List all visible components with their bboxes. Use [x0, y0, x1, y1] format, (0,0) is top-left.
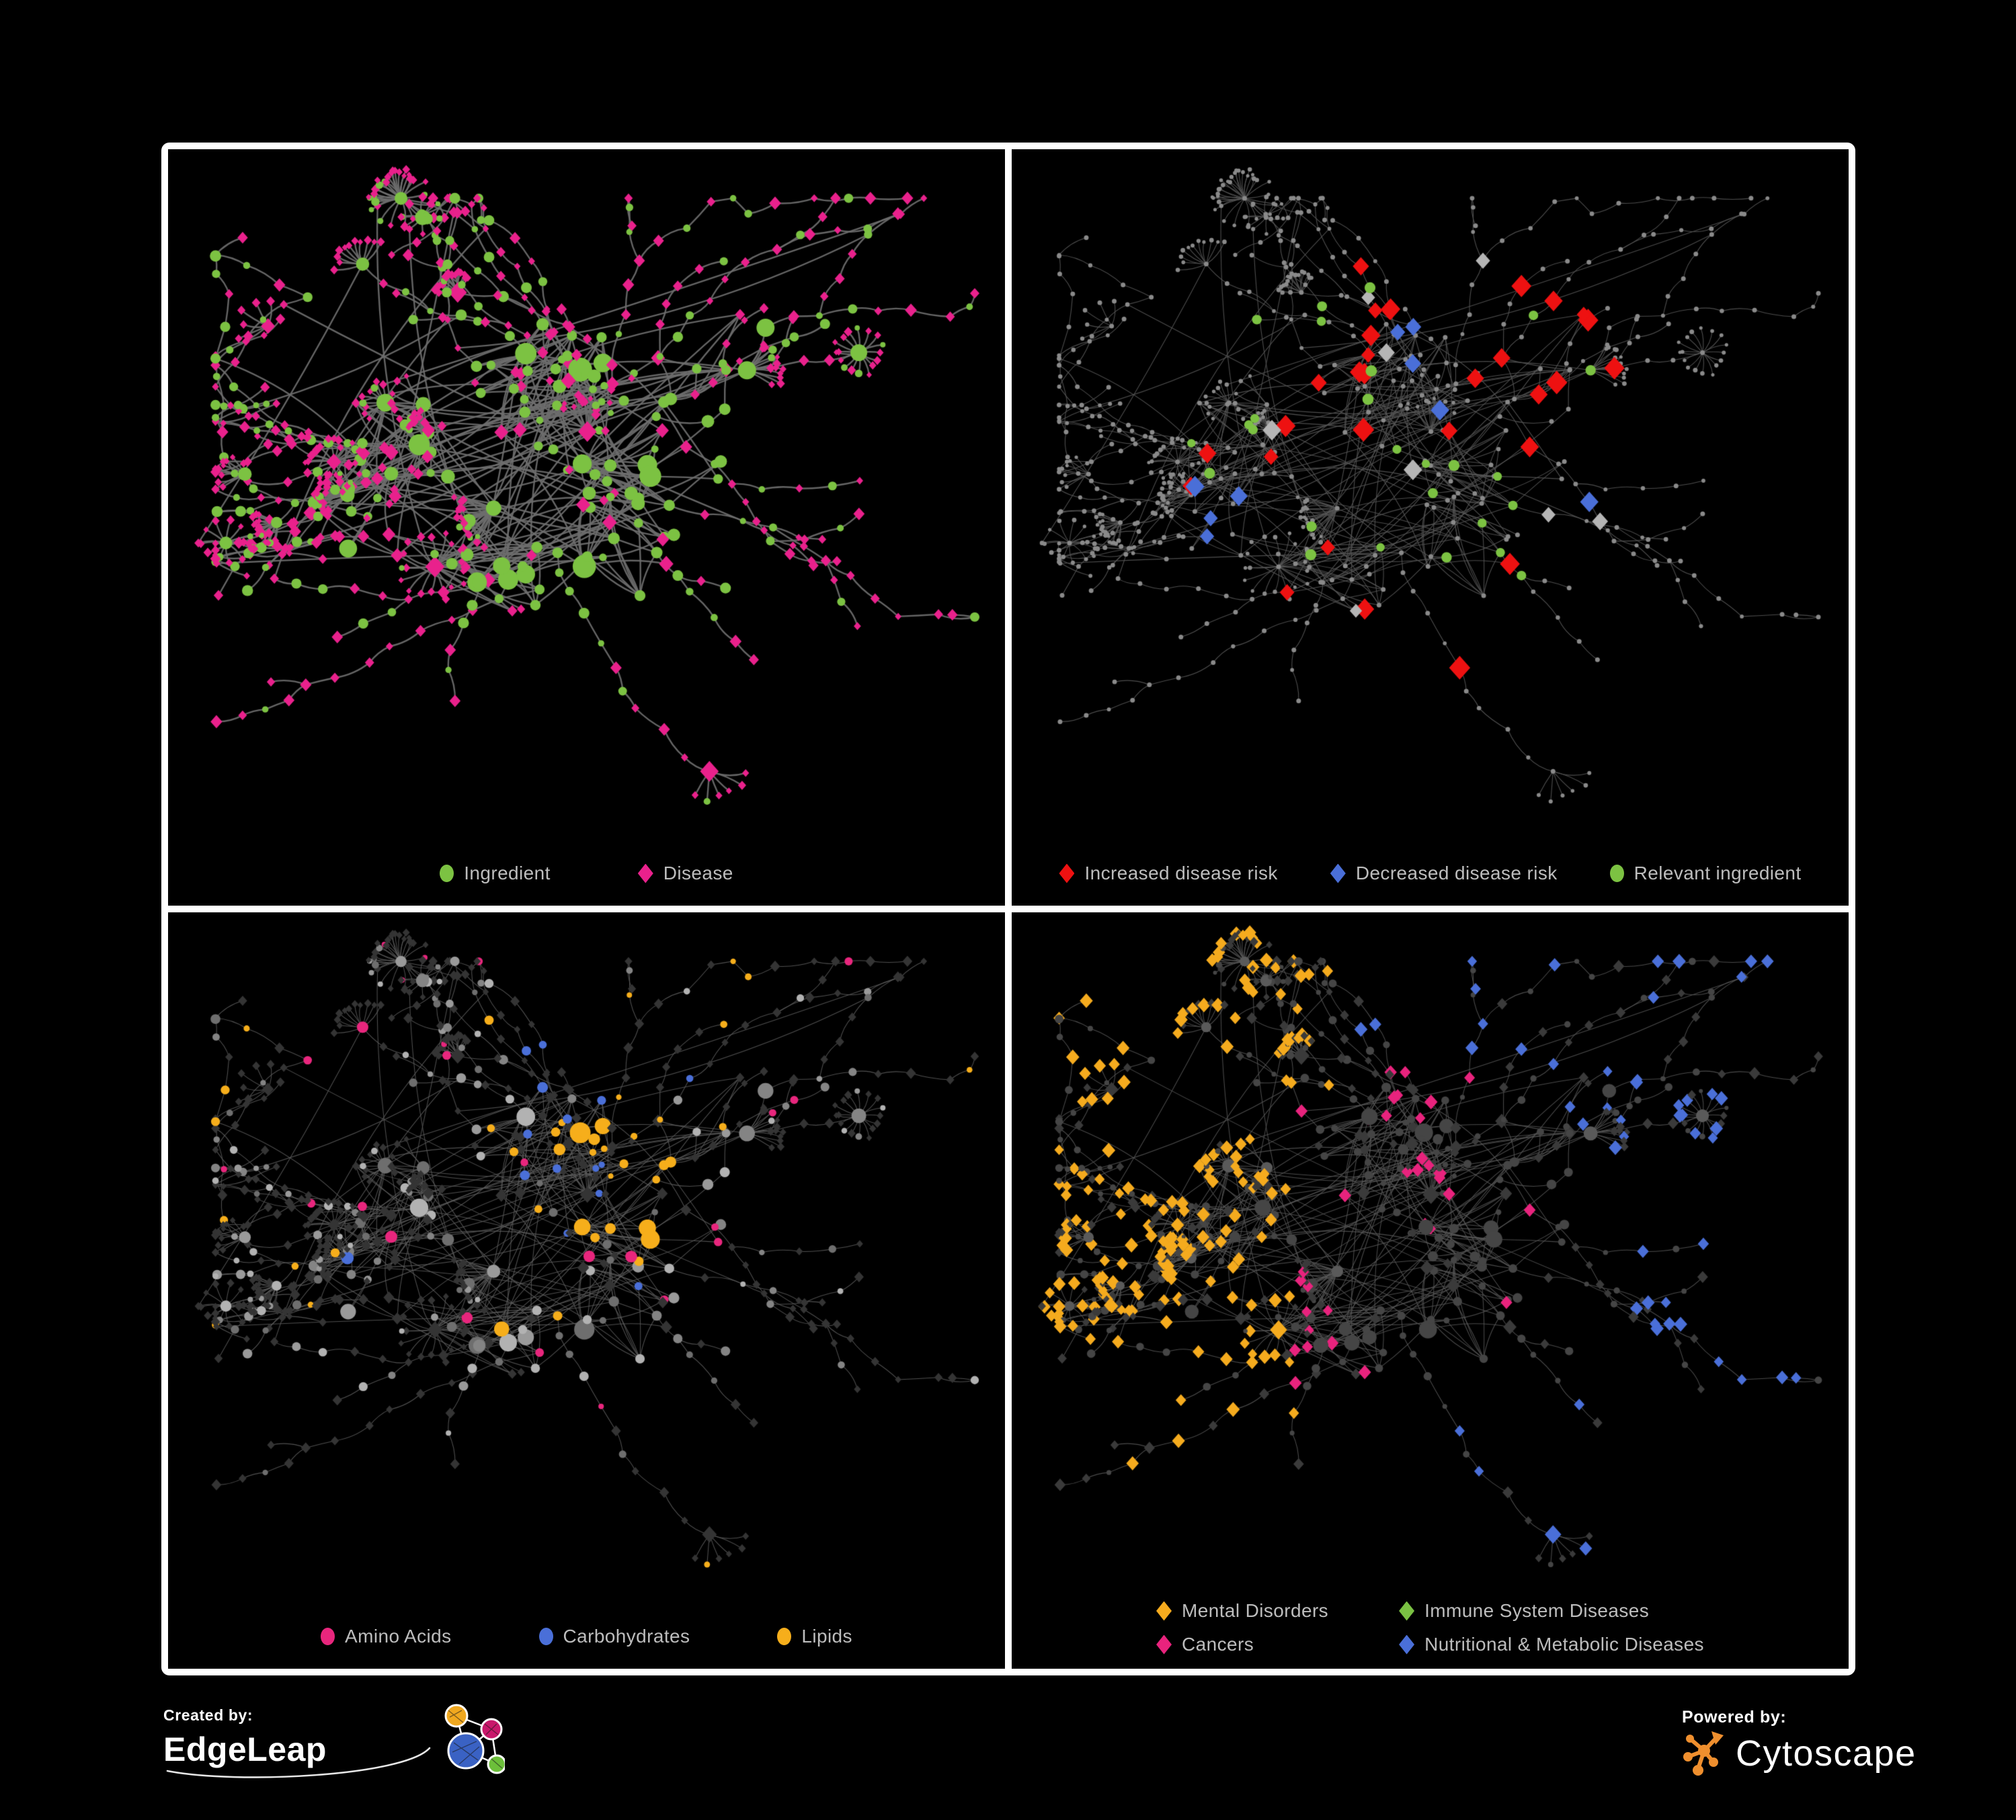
- legend-label-nutritional-metabolic-diseases: Nutritional & Metabolic Diseases: [1424, 1634, 1704, 1655]
- legend-item-disease: Disease: [637, 863, 733, 884]
- legend-label-increased-disease-risk: Increased disease risk: [1084, 863, 1278, 883]
- edgeleap-swoosh: [166, 1747, 431, 1778]
- legend-marker-lipids-circle: [777, 1628, 792, 1645]
- created-by-label: Created by:: [163, 1706, 253, 1724]
- legend-marker-disease-diamond: [637, 863, 653, 883]
- network-canvas-ingredient-disease: [168, 149, 1005, 832]
- legend-ingredient-disease: Ingredient Disease: [168, 863, 1005, 884]
- legend-label-lipids: Lipids: [801, 1626, 852, 1647]
- legend-marker-decreased-disease-risk-diamond: [1330, 863, 1346, 883]
- network-canvas-ingredient-classes: [168, 912, 1005, 1595]
- panel-disease-categories: Mental Disorders Cancers Immune System Dis…: [1012, 912, 1849, 1669]
- legend-item-nutritional-metabolic-diseases: Nutritional & Metabolic Diseases: [1399, 1634, 1704, 1655]
- legend-label-amino-acids: Amino Acids: [345, 1626, 452, 1647]
- legend-marker-ingredient-circle: [440, 865, 454, 882]
- cytoscape-logo-icon: [1683, 1731, 1724, 1776]
- legend-marker-mental-disorders-diamond: [1156, 1601, 1172, 1621]
- legend-label-mental-disorders: Mental Disorders: [1182, 1600, 1329, 1621]
- cytoscape-credit: Powered by: Cytoscape: [1682, 1708, 1917, 1777]
- legend-label-disease: Disease: [663, 863, 733, 883]
- legend-label-carbohydrates: Carbohydrates: [563, 1626, 690, 1647]
- edgeleap-wordmark: EdgeLeap: [163, 1731, 327, 1768]
- legend-label-decreased-disease-risk: Decreased disease risk: [1355, 863, 1558, 883]
- legend-marker-nutritional-metabolic-diseases-diamond: [1399, 1634, 1415, 1655]
- legend-disease-risk: Increased disease risk Decreased disease …: [1012, 863, 1849, 884]
- panel-ingredient-disease: Ingredient Disease: [168, 149, 1005, 906]
- legend-item-relevant-ingredient: Relevant ingredient: [1609, 863, 1802, 884]
- legend-marker-immune-system-diseases-diamond: [1399, 1601, 1415, 1621]
- legend-item-decreased-disease-risk: Decreased disease risk: [1330, 863, 1558, 884]
- network-canvas-disease-risk: [1012, 149, 1849, 832]
- legend-item-increased-disease-risk: Increased disease risk: [1059, 863, 1277, 884]
- legend-item-mental-disorders: Mental Disorders: [1156, 1600, 1328, 1622]
- legend-marker-relevant-ingredient-circle: [1609, 865, 1624, 882]
- legend-label-relevant-ingredient: Relevant ingredient: [1634, 863, 1802, 883]
- legend-item-amino-acids: Amino Acids: [321, 1626, 451, 1647]
- network-canvas-disease-categories: [1012, 912, 1849, 1595]
- legend-item-ingredient: Ingredient: [440, 863, 551, 884]
- legend-item-carbohydrates: Carbohydrates: [538, 1626, 690, 1647]
- legend-label-ingredient: Ingredient: [464, 863, 551, 883]
- legend-marker-increased-disease-risk-diamond: [1059, 863, 1075, 883]
- legend-marker-cancers-diamond: [1156, 1634, 1172, 1655]
- legend-item-lipids: Lipids: [777, 1626, 852, 1647]
- edgeleap-logo-icon: [444, 1704, 505, 1774]
- legend-marker-carbohydrates-circle: [538, 1628, 553, 1645]
- legend-item-cancers: Cancers: [1156, 1634, 1328, 1655]
- legend-label-immune-system-diseases: Immune System Diseases: [1424, 1600, 1650, 1621]
- legend-item-immune-system-diseases: Immune System Diseases: [1399, 1600, 1704, 1622]
- legend-label-cancers: Cancers: [1182, 1634, 1254, 1655]
- panel-ingredient-classes: Amino Acids Carbohydrates Lipids: [168, 912, 1005, 1669]
- powered-by-label: Powered by:: [1682, 1708, 1787, 1727]
- cytoscape-wordmark: Cytoscape: [1736, 1733, 1917, 1774]
- figure-board: Ingredient Disease Increased disease risk…: [161, 143, 1855, 1675]
- legend-ingredient-classes: Amino Acids Carbohydrates Lipids: [168, 1626, 1005, 1647]
- panel-disease-risk: Increased disease risk Decreased disease …: [1012, 149, 1849, 906]
- edgeleap-credit: Created by: EdgeLeap: [163, 1704, 553, 1817]
- legend-disease-categories: Mental Disorders Cancers Immune System Dis…: [1156, 1600, 1704, 1655]
- legend-marker-amino-acids-circle: [321, 1628, 335, 1645]
